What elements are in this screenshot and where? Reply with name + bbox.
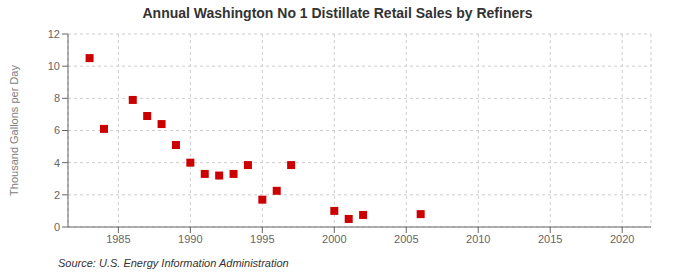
svg-text:2015: 2015 [538, 233, 562, 245]
svg-text:2005: 2005 [394, 233, 418, 245]
html-text:Source: U.S. Energy Informatio: Source: U.S. Energy Information Administ… [58, 257, 289, 269]
svg-text:0: 0 [54, 221, 60, 233]
svg-text:2020: 2020 [610, 233, 634, 245]
svg-text:8: 8 [54, 92, 60, 104]
svg-text:12: 12 [48, 28, 60, 40]
svg-text:Thousand Gallons per Day: Thousand Gallons per Day [8, 65, 20, 196]
svg-text:1995: 1995 [250, 233, 274, 245]
svg-text:2010: 2010 [466, 233, 490, 245]
svg-text:6: 6 [54, 124, 60, 136]
svg-text:2: 2 [54, 189, 60, 201]
svg-text:4: 4 [54, 157, 60, 169]
svg-text:10: 10 [48, 60, 60, 72]
svg-text:2000: 2000 [322, 233, 346, 245]
svg-text:1990: 1990 [178, 233, 202, 245]
html-text:Annual Washington No 1 Distill: Annual Washington No 1 Distillate Retail… [142, 5, 533, 21]
svg-text:1985: 1985 [106, 233, 130, 245]
